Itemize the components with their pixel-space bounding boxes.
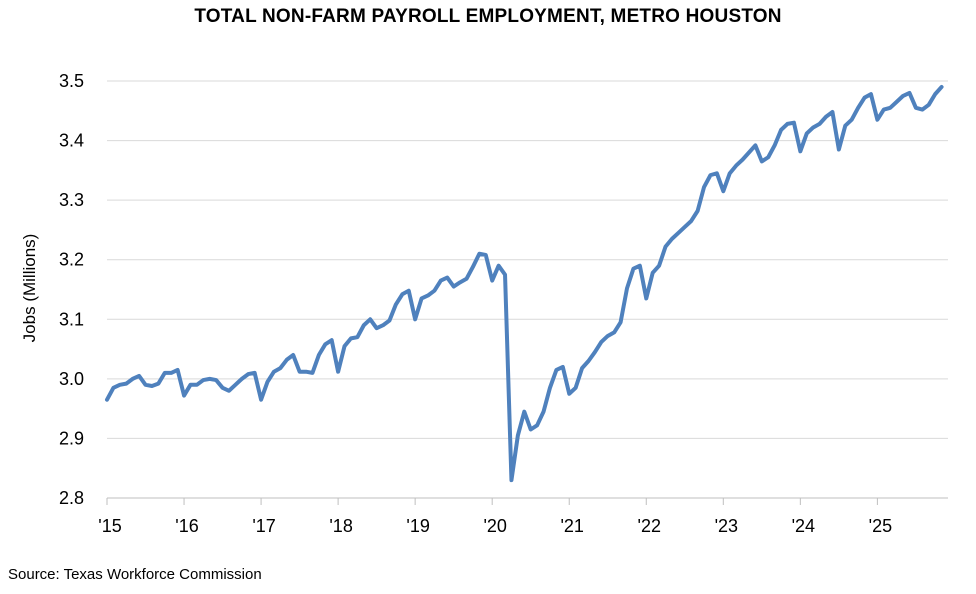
y-tick-label: 2.9 (59, 428, 84, 448)
x-tick-label: '22 (638, 516, 661, 536)
x-tick-label: '21 (560, 516, 583, 536)
source-note: Source: Texas Workforce Commission (8, 566, 262, 583)
x-tick-label: '25 (869, 516, 892, 536)
x-tick-label: '23 (715, 516, 738, 536)
x-tick-label: '19 (406, 516, 429, 536)
y-tick-label: 3.5 (59, 71, 84, 91)
x-tick-label: '15 (98, 516, 121, 536)
x-tick-label: '17 (252, 516, 275, 536)
y-tick-label: 2.8 (59, 488, 84, 508)
chart-title: TOTAL NON-FARM PAYROLL EMPLOYMENT, METRO… (194, 6, 782, 27)
x-tick-label: '20 (483, 516, 506, 536)
x-tick-label: '18 (329, 516, 352, 536)
axes (106, 497, 948, 505)
y-tick-label: 3.2 (59, 250, 84, 270)
y-tick-label: 3.1 (59, 309, 84, 329)
y-tick-labels: 2.8 2.9 3.0 3.1 3.2 3.3 3.4 3.5 (59, 71, 84, 508)
y-axis-label: Jobs (Millions) (20, 234, 39, 343)
y-tick-label: 3.0 (59, 369, 84, 389)
gridlines (107, 80, 948, 439)
x-tick-labels: '15 '16 '17 '18 '19 '20 '21 '22 '23 '24 '25 (98, 516, 892, 536)
y-tick-label: 3.3 (59, 190, 84, 210)
series-line (105, 84, 944, 483)
y-tick-label: 3.4 (59, 131, 84, 151)
x-tick-label: '16 (175, 516, 198, 536)
x-tick-label: '24 (792, 516, 815, 536)
